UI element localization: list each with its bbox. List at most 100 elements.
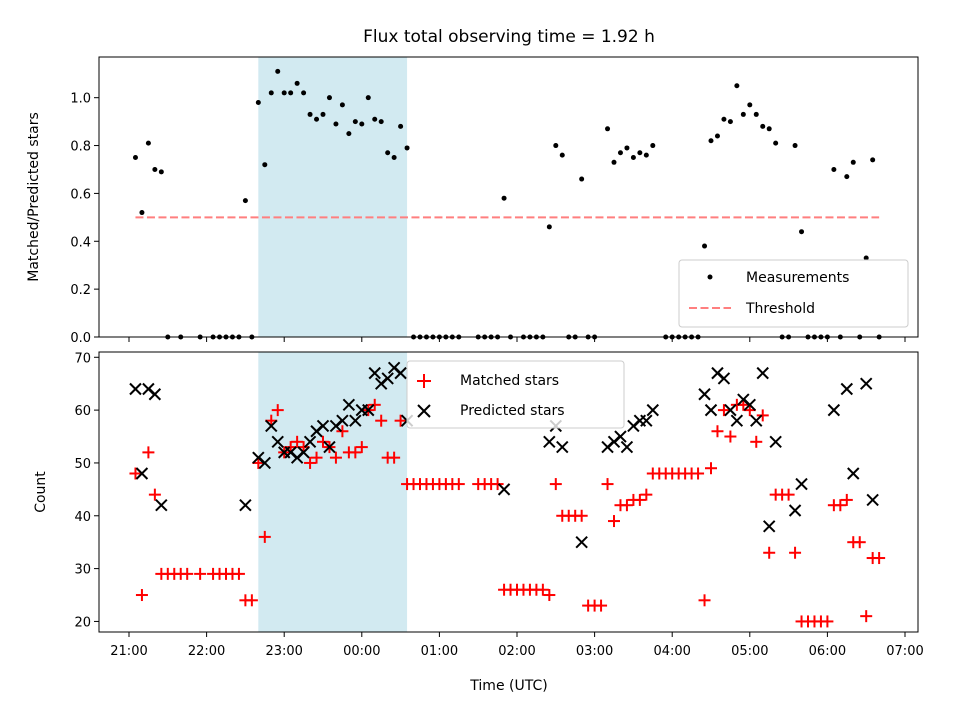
matched-star-point (355, 441, 368, 454)
predicted-star-point (135, 467, 149, 480)
measurement-point (559, 152, 565, 158)
legend-predicted-marker (417, 404, 431, 418)
ratio-plot-frame (98, 56, 919, 338)
legend-measurements-marker (707, 274, 713, 280)
matched-star-point (640, 488, 653, 501)
predicted-star-stroke-b (497, 483, 511, 496)
predicted-star-point (859, 377, 873, 390)
measurement-point (268, 90, 274, 96)
predicted-star-stroke-b (135, 467, 149, 480)
y-tick-label: 1.0 (70, 92, 91, 107)
predicted-stars-points (129, 361, 879, 549)
measurement-point (158, 169, 164, 175)
predicted-star-point (724, 403, 737, 417)
measurement-point (346, 131, 352, 137)
measurement-point (863, 255, 869, 261)
predicted-star-point (717, 372, 731, 385)
predicted-star-stroke-b (840, 382, 854, 396)
predicted-star-stroke-b (730, 414, 744, 427)
predicted-star-point (148, 388, 162, 401)
legend-threshold-label: Threshold (745, 301, 815, 317)
predicted-star-point (155, 499, 168, 512)
matched-star-point (789, 546, 802, 559)
measurement-point (378, 119, 384, 125)
matched-star-point (633, 493, 646, 506)
matched-star-point (148, 488, 161, 501)
matched-star-point (388, 451, 401, 464)
measurement-point (766, 126, 772, 132)
measurement-point (753, 111, 759, 117)
matched-star-point (135, 589, 148, 602)
measurement-point (352, 119, 358, 125)
measurement-point (262, 162, 268, 168)
measurement-point (708, 138, 714, 144)
predicted-star-stroke-b (342, 398, 356, 412)
matched-star-point (575, 509, 588, 522)
predicted-star-stroke-b (362, 403, 375, 417)
matched-star-point (692, 467, 705, 480)
matched-star-point (705, 462, 717, 475)
measurement-point (553, 143, 559, 149)
x-tick-label: 01:00 (421, 644, 458, 659)
predicted-star-stroke-b (724, 403, 737, 417)
matched-star-point (232, 567, 245, 580)
predicted-star-stroke-b (387, 361, 401, 375)
predicted-star-stroke-b (303, 435, 317, 449)
measurement-point (617, 150, 623, 156)
predicted-star-stroke-b (788, 504, 802, 517)
count-x-ticks: 21:00 22:00 23:00 00:00 01:00 02:00 03:00 04:00… (110, 632, 924, 659)
matched-star-point (317, 435, 329, 448)
predicted-star-stroke-b (704, 403, 718, 417)
predicted-star-point (368, 366, 381, 380)
ratio-highlight-span (258, 57, 408, 337)
predicted-star-point (362, 403, 375, 417)
measurement-point (579, 176, 585, 182)
x-tick-label: 23:00 (265, 644, 302, 659)
measurement-point (275, 68, 281, 74)
predicted-star-point (323, 440, 336, 454)
predicted-star-stroke-b (847, 467, 860, 480)
legend-measurements-label: Measurements (746, 270, 849, 286)
predicted-star-stroke-b (640, 414, 653, 427)
measurement-point (844, 174, 850, 180)
y-tick-label: 30 (74, 563, 91, 578)
y-tick-label: 0.4 (70, 235, 91, 250)
matched-star-point (821, 615, 834, 628)
measurement-point (139, 210, 145, 216)
predicted-star-stroke-b (252, 451, 265, 464)
y-tick-label: 60 (74, 404, 91, 419)
y-tick-label: 50 (74, 457, 91, 472)
predicted-star-point (795, 477, 808, 491)
measurement-point (760, 123, 766, 129)
matched-star-point (750, 435, 763, 448)
measurement-point (630, 155, 636, 161)
matched-star-point (310, 451, 323, 464)
predicted-star-point (129, 382, 142, 396)
predicted-star-point (698, 388, 711, 401)
matched-star-point (491, 478, 504, 491)
predicted-star-point (640, 414, 653, 427)
measurement-point (281, 90, 287, 96)
x-tick-label: 02:00 (498, 644, 535, 659)
predicted-star-stroke-b (769, 435, 782, 449)
matched-star-point (452, 478, 465, 491)
predicted-star-stroke-b (866, 493, 879, 507)
predicted-star-point (556, 440, 569, 454)
predicted-star-stroke-b (743, 398, 757, 412)
ratio-legend-box (678, 259, 909, 328)
x-tick-label: 05:00 (731, 644, 768, 659)
predicted-star-stroke-b (336, 414, 349, 427)
predicted-star-stroke-b (827, 403, 841, 417)
measurement-point (339, 102, 345, 108)
predicted-star-point (704, 403, 718, 417)
matched-star-point (756, 409, 769, 422)
predicted-star-point (342, 398, 356, 412)
count-plot-frame (98, 351, 919, 633)
count-y-axis-label: Count (33, 471, 49, 513)
y-tick-label: 20 (74, 615, 91, 630)
predicted-star-point (239, 499, 252, 512)
count-y-ticks: 20 30 40 50 60 70 (74, 351, 99, 630)
predicted-star-point (847, 467, 860, 480)
measurement-point (643, 152, 649, 158)
